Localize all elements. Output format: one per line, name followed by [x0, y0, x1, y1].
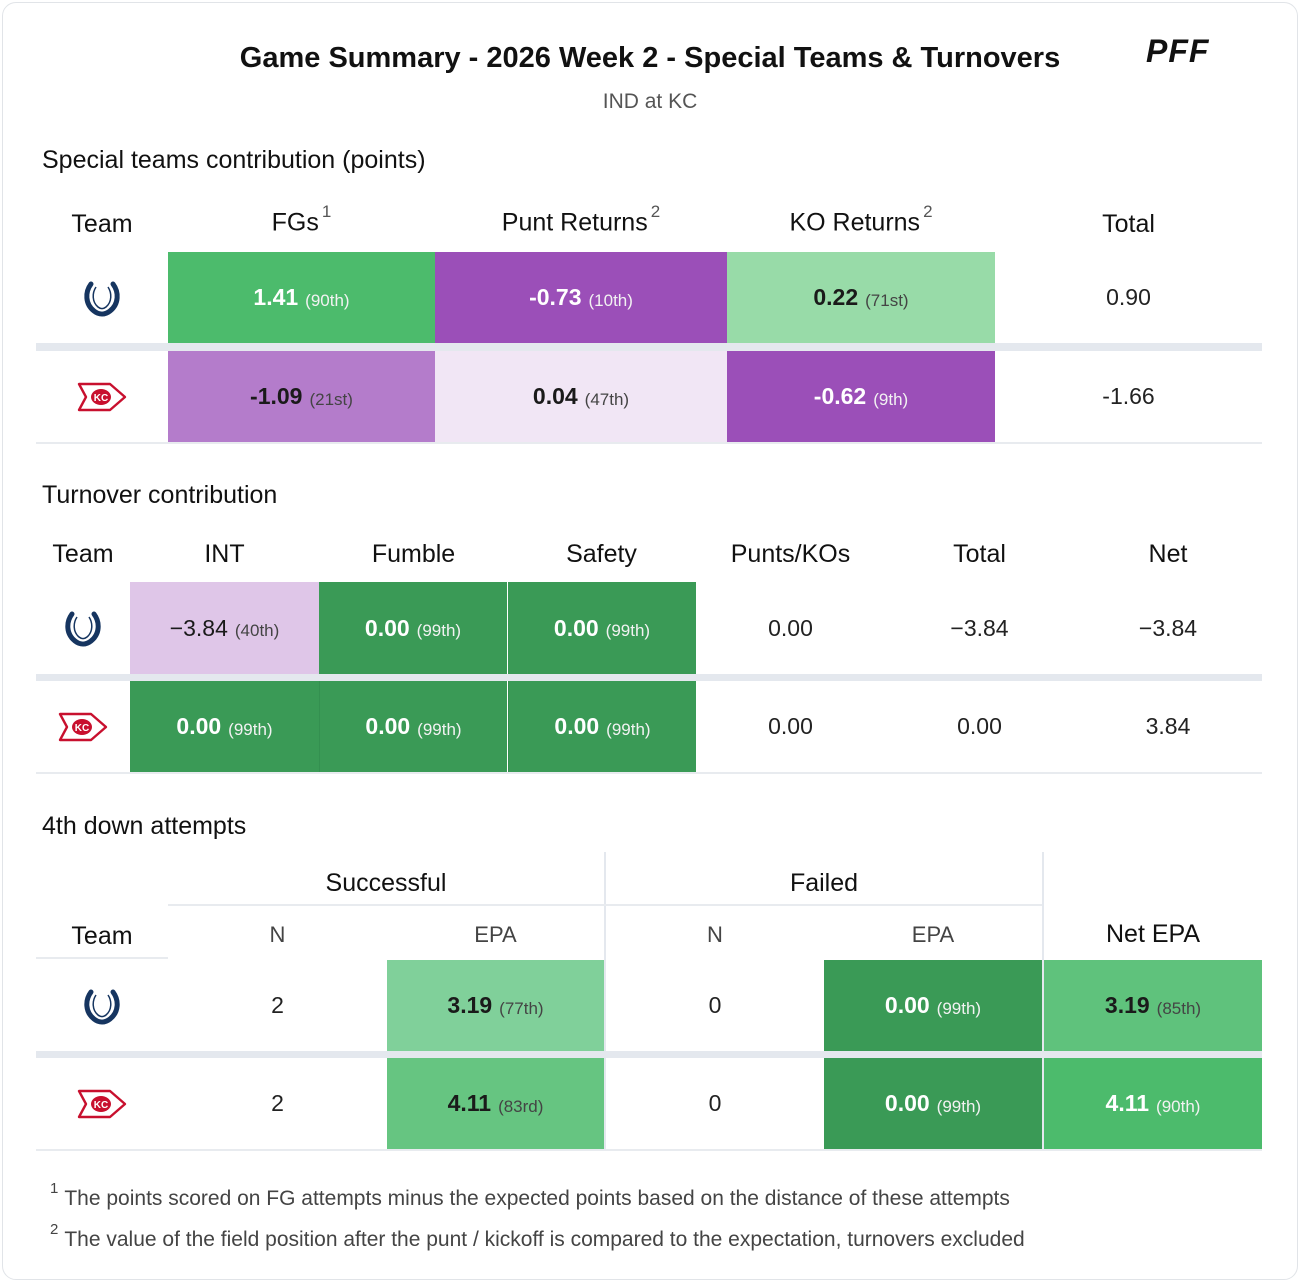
to-col-net: Net — [1148, 540, 1188, 568]
row-separator — [36, 674, 1262, 681]
fd-row2-net-epa: 4.11 (90th) — [1044, 1058, 1262, 1149]
to-row1-safety: 0.00 (99th) — [508, 582, 696, 674]
footnote-1: 1 The points scored on FG attempts minus … — [50, 1180, 1010, 1210]
fd-row1-fail-n: 0 — [708, 992, 722, 1018]
fd-group-failed: Failed — [789, 869, 859, 897]
to-row1-fumble: 0.00 (99th) — [319, 582, 507, 674]
fd-row1-net-epa: 3.19 (85th) — [1044, 960, 1262, 1051]
to-col-int: INT — [204, 540, 245, 568]
pff-logo: PFF — [1146, 36, 1210, 66]
st-col-punt-returns: Punt Returns 2 — [501, 202, 661, 237]
to-col-team: Team — [52, 540, 114, 568]
fd-group-successful: Successful — [325, 869, 447, 897]
page-title: Game Summary - 2026 Week 2 - Special Tea… — [239, 42, 1061, 74]
st-col-fgs: FGs 1 — [271, 202, 332, 237]
table-bottom-rule — [36, 1149, 1262, 1151]
fd-col-fail-n: N — [707, 922, 723, 947]
fd-col-net-epa: Net EPA — [1105, 920, 1201, 948]
row-separator — [36, 343, 1262, 351]
group-underline — [168, 904, 1042, 906]
to-row1-punts-kos: 0.00 — [768, 614, 813, 641]
to-row2-fumble: 0.00 (99th) — [319, 681, 507, 772]
st-row1-team — [36, 252, 168, 343]
svg-text:KC: KC — [94, 1100, 108, 1111]
chiefs-arrowhead-icon: KC — [58, 712, 108, 741]
to-row2-int: 0.00 (99th) — [130, 681, 319, 772]
colts-horseshoe-icon — [84, 989, 120, 1024]
svg-text:KC: KC — [75, 723, 89, 734]
st-row1-ko-returns: 0.22 (71st) — [727, 252, 995, 343]
st-col-total: Total — [1102, 210, 1155, 238]
st-row2-team: KC — [36, 351, 168, 442]
st-row1-total: 0.90 — [1106, 284, 1151, 310]
fd-row1-succ-epa: 3.19 (77th) — [387, 960, 604, 1051]
group-divider — [1042, 852, 1044, 1149]
fd-row2-succ-epa: 4.11 (83rd) — [387, 1058, 604, 1149]
fd-row1-team — [36, 960, 168, 1051]
fd-col-succ-epa: EPA — [474, 922, 517, 947]
colts-horseshoe-icon — [84, 281, 120, 316]
to-row2-team: KC — [36, 681, 130, 772]
fd-col-team: Team — [71, 922, 133, 950]
fd-col-fail-epa: EPA — [911, 922, 955, 947]
st-row2-ko-returns: -0.62 (9th) — [727, 351, 995, 442]
to-row2-safety: 0.00 (99th) — [508, 681, 696, 772]
chiefs-arrowhead-icon: KC — [77, 1089, 127, 1118]
footnote-2: 2 The value of the field position after t… — [50, 1221, 1025, 1251]
st-col-team: Team — [71, 210, 133, 238]
st-row1-punt-returns: -0.73 (10th) — [435, 252, 727, 343]
to-row1-total: −3.84 — [950, 614, 1009, 641]
svg-text:KC: KC — [94, 393, 108, 404]
fd-row1-succ-n: 2 — [271, 992, 284, 1018]
to-row1-team — [36, 582, 130, 674]
st-col-ko-returns: KO Returns 2 — [789, 202, 933, 237]
to-col-punts-kos: Punts/KOs — [730, 540, 851, 568]
fd-row2-fail-epa: 0.00 (99th) — [824, 1058, 1042, 1149]
group-divider — [604, 852, 606, 1149]
colts-horseshoe-icon — [65, 611, 101, 647]
to-col-fumble: Fumble — [371, 540, 456, 568]
team-underline — [36, 957, 168, 959]
fd-row2-succ-n: 2 — [271, 1090, 284, 1116]
st-row2-punt-returns: 0.04 (47th) — [435, 351, 727, 442]
fd-row2-fail-n: 0 — [708, 1090, 722, 1116]
to-row2-total: 0.00 — [957, 713, 1002, 739]
to-row1-net: −3.84 — [1138, 614, 1198, 641]
fd-row1-fail-epa: 0.00 (99th) — [824, 960, 1042, 1051]
fd-col-succ-n: N — [269, 922, 286, 947]
to-col-safety: Safety — [566, 540, 637, 568]
to-row2-punts-kos: 0.00 — [768, 713, 813, 739]
page-subtitle: IND at KC — [602, 90, 698, 113]
row-separator — [36, 1051, 1262, 1058]
table-bottom-rule — [36, 442, 1262, 444]
svg-text:PFF: PFF — [1146, 36, 1210, 66]
fd-row2-team: KC — [36, 1058, 168, 1149]
turnovers-title: Turnover contribution — [42, 481, 278, 509]
table-bottom-rule — [36, 772, 1262, 774]
to-row1-int: −3.84 (40th) — [130, 582, 319, 674]
st-row2-fgs: -1.09 (21st) — [168, 351, 435, 442]
st-row2-total: -1.66 — [1102, 383, 1155, 409]
st-row1-fgs: 1.41 (90th) — [168, 252, 435, 343]
to-col-total: Total — [953, 540, 1006, 568]
special-teams-title: Special teams contribution (points) — [42, 146, 426, 174]
chiefs-arrowhead-icon: KC — [77, 382, 127, 411]
fourth-down-title: 4th down attempts — [42, 812, 247, 840]
to-row2-net: 3.84 — [1145, 713, 1191, 739]
